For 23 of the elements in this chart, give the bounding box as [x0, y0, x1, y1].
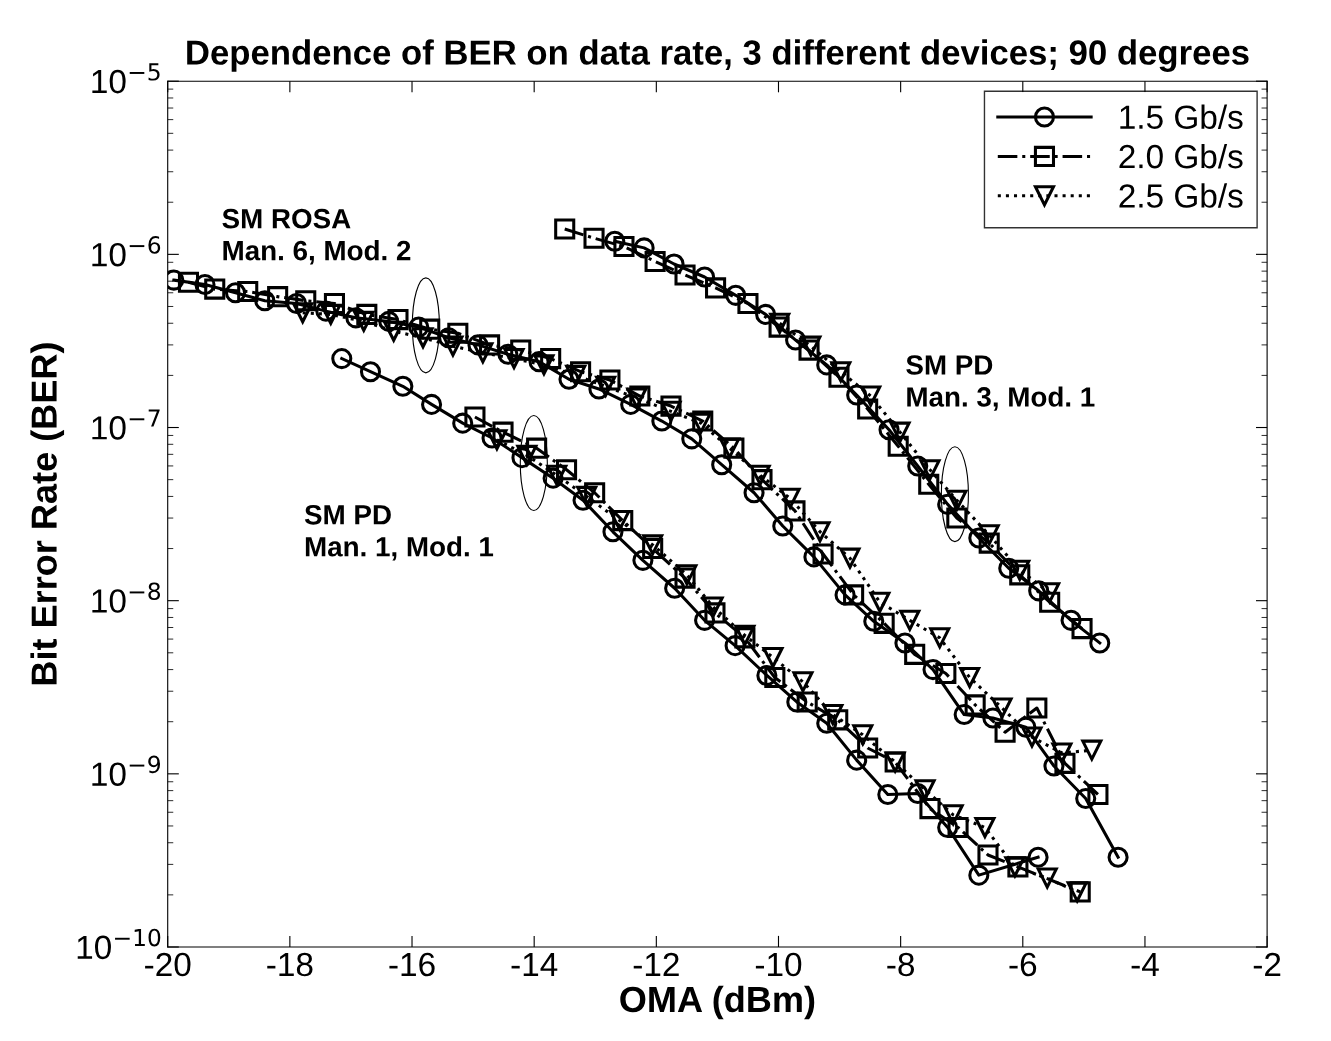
- x-tick-label: -16: [389, 952, 435, 977]
- x-tick-label: -8: [887, 952, 915, 977]
- annotation: SM PD Man. 1, Mod. 1: [304, 504, 494, 561]
- x-tick-label: -14: [511, 953, 558, 977]
- chart-title: Dependence of BER on data rate, 3 different devices; 90 degrees: [187, 39, 1249, 72]
- y-tick-label: 10$^{−8}$: [92, 582, 161, 613]
- y-tick-label: 10$^{−6}$: [92, 236, 161, 267]
- y-tick-label: 10$^{−9}$: [92, 755, 160, 786]
- y-tick-label: 10$^{−7}$: [92, 409, 160, 440]
- legend-label: 2.5 Gb/s: [1119, 183, 1243, 208]
- x-tick-label: -10: [755, 952, 802, 977]
- x-axis-title: OMA (dBm): [620, 985, 815, 1020]
- x-tick-label: -4: [1131, 953, 1159, 977]
- annotation: SM PD Man. 3, Mod. 1: [906, 355, 1095, 411]
- y-tick-label: 10$^{−5}$: [92, 63, 160, 94]
- x-tick-label: -12: [633, 952, 679, 977]
- annotation: SM ROSA Man. 6, Mod. 2: [222, 208, 411, 265]
- legend-label: 1.5 Gb/s: [1120, 104, 1243, 130]
- x-tick-label: -6: [1009, 952, 1037, 977]
- legend-label: 2.0 Gb/s: [1119, 143, 1243, 169]
- x-tick-label: -18: [267, 952, 313, 977]
- x-tick-label: -2: [1253, 952, 1281, 977]
- y-axis-title: Bit Error Rate (BER): [30, 343, 65, 685]
